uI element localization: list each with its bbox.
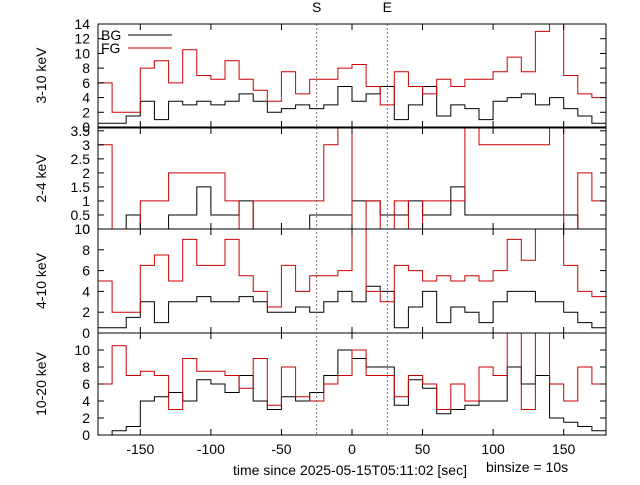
y-tick-label: 2.5 — [71, 151, 91, 167]
x-tick-label: -100 — [197, 441, 225, 457]
y-tick-label: 6 — [82, 376, 90, 392]
series-fg-panel-0 — [98, 24, 606, 113]
panel-2: 0 2 4 6 8 10 4-10 keV — [33, 221, 607, 341]
y-tick-label: 10 — [74, 221, 90, 237]
series-fg-panel-1 — [98, 128, 606, 229]
y-tick-label: 0 — [82, 427, 90, 443]
y-axis-label: 4-10 keV — [33, 252, 49, 309]
y-tick-label: 2 — [82, 165, 90, 181]
y-tick-label: 1.5 — [71, 179, 91, 195]
series-fg-panel-3 — [98, 333, 606, 410]
y-tick-label: 0 — [82, 119, 90, 135]
x-axis: -150 -100 -50 0 50 100 150 — [126, 441, 575, 457]
marker-label-e: E — [383, 0, 392, 15]
series-bg-panel-0 — [98, 86, 606, 124]
series-bg-panel-1 — [98, 186, 606, 229]
y-tick-label: 4 — [82, 393, 90, 409]
x-axis-label: time since 2025-05-15T05:11:02 [sec] — [233, 462, 467, 478]
y-tick-label: 10 — [74, 45, 90, 61]
y-tick-label: 0 — [82, 221, 90, 237]
y-tick-label: 10 — [74, 342, 90, 358]
panel-frame — [97, 23, 607, 128]
y-tick-label: 2 — [82, 104, 90, 120]
y-tick-label: 6 — [82, 263, 90, 279]
marker-label-s: S — [312, 0, 321, 15]
y-tick-label: 2 — [82, 410, 90, 426]
series-fg-panel-2 — [98, 229, 606, 313]
y-tick-label: 2 — [82, 304, 90, 320]
y-tick-label: 8 — [82, 359, 90, 375]
y-tick-label: 3.5 — [71, 123, 91, 139]
y-tick-label: 1 — [82, 193, 90, 209]
y-tick-label: 12 — [74, 31, 90, 47]
legend-label-fg: FG — [101, 40, 120, 56]
y-tick-label: 4 — [82, 90, 90, 106]
x-tick-label: 100 — [481, 441, 505, 457]
y-tick-label: 8 — [82, 60, 90, 76]
x-tick-label: 150 — [552, 441, 576, 457]
x-tick-label: -150 — [126, 441, 154, 457]
y-axis-label: 2-4 keV — [33, 154, 49, 203]
x-tick-label: 0 — [348, 441, 356, 457]
y-tick-label: 14 — [74, 16, 90, 32]
legend-label-bg: BG — [101, 27, 121, 43]
x-tick-label: -50 — [271, 441, 291, 457]
y-tick-label: 0.5 — [71, 207, 91, 223]
y-tick-label: 0 — [82, 325, 90, 341]
y-tick-label: 4 — [82, 283, 90, 299]
y-axis-label: 10-20 keV — [33, 351, 49, 415]
x-tick-label: 50 — [415, 441, 431, 457]
y-tick-label: 8 — [82, 242, 90, 258]
binsize-note: binsize = 10s — [486, 459, 568, 475]
panel-1: 00.511.522.533.5 2-4 keV — [33, 123, 607, 237]
series-bg-panel-2 — [98, 285, 606, 329]
y-tick-label: 6 — [82, 75, 90, 91]
y-axis-label: 3-10 keV — [33, 47, 49, 104]
y-tick-label: 3 — [82, 137, 90, 153]
